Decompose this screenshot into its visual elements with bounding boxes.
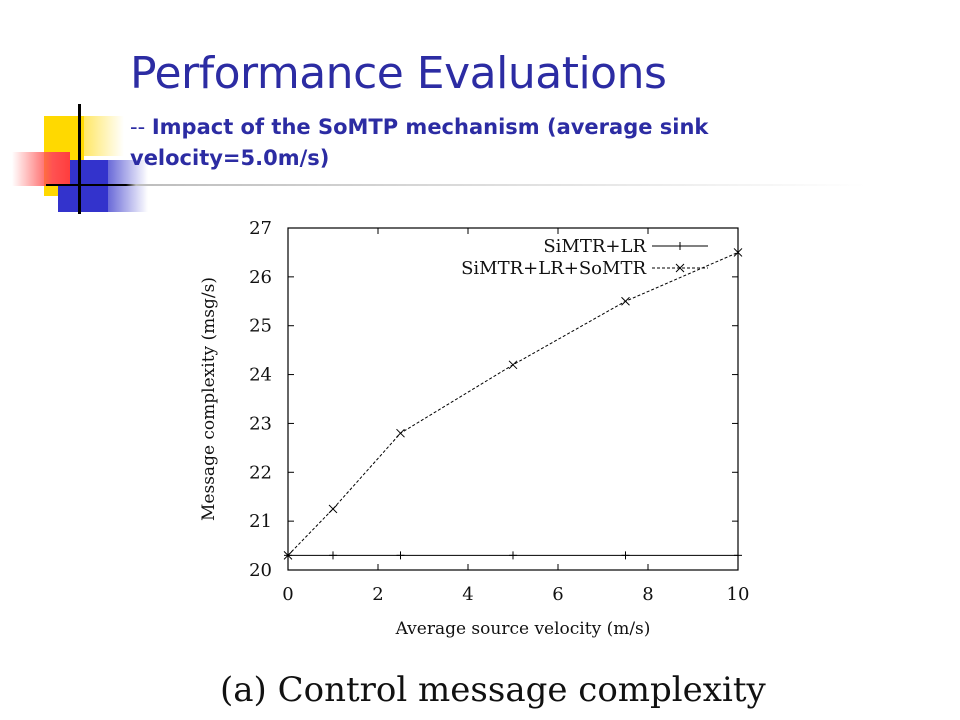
y-tick-label: 26 [249, 267, 272, 288]
plot-frame [287, 227, 739, 571]
decor-vertical-line [78, 104, 81, 214]
decor-yellow-fade [84, 116, 124, 156]
y-tick-label: 25 [249, 316, 272, 337]
subtitle-prefix: -- [130, 115, 152, 139]
series-line-1 [287, 251, 739, 556]
y-axis-label: Message complexity (msg/s) [199, 277, 219, 521]
y-tick-label: 22 [249, 462, 272, 483]
y-tick-label: 24 [249, 365, 272, 386]
x-tick-label: 0 [282, 584, 293, 605]
x-axis-label: Average source velocity (m/s) [395, 619, 651, 639]
series-1-point [328, 504, 338, 514]
series-1-point [508, 360, 518, 370]
figure-caption: (a) Control message complexity [220, 670, 766, 710]
slide-subtitle: -- Impact of the SoMTP mechanism (averag… [130, 112, 830, 174]
decor-blue-fade [108, 160, 148, 212]
series-1-point [621, 296, 630, 306]
series-1-point [396, 428, 405, 438]
x-tick-label: 4 [462, 584, 473, 605]
series-1-point [733, 248, 743, 257]
chart-container: 0 2 4 6 8 10 20 21 22 23 24 25 26 27 Average source ve… [180, 208, 780, 668]
x-tick-label: 6 [552, 584, 563, 605]
y-tick-label: 21 [249, 511, 272, 532]
decor-horizontal-line [46, 184, 866, 186]
legend-label: SiMTR+LR [543, 236, 646, 257]
decor-red-block [12, 152, 70, 186]
x-tick-label: 10 [727, 584, 750, 605]
legend-label: SiMTR+LR+SoMTR [461, 258, 646, 279]
legend-marker [675, 263, 685, 273]
y-tick-label: 27 [249, 218, 272, 239]
y-tick-label: 20 [249, 560, 272, 581]
x-tick-label: 8 [642, 584, 653, 605]
subtitle-text: Impact of the SoMTP mechanism (average s… [130, 115, 709, 170]
y-tick-label: 23 [249, 413, 272, 434]
slide-title: Performance Evaluations [130, 48, 667, 99]
x-tick-label: 2 [372, 584, 383, 605]
series-1-point [283, 550, 293, 560]
